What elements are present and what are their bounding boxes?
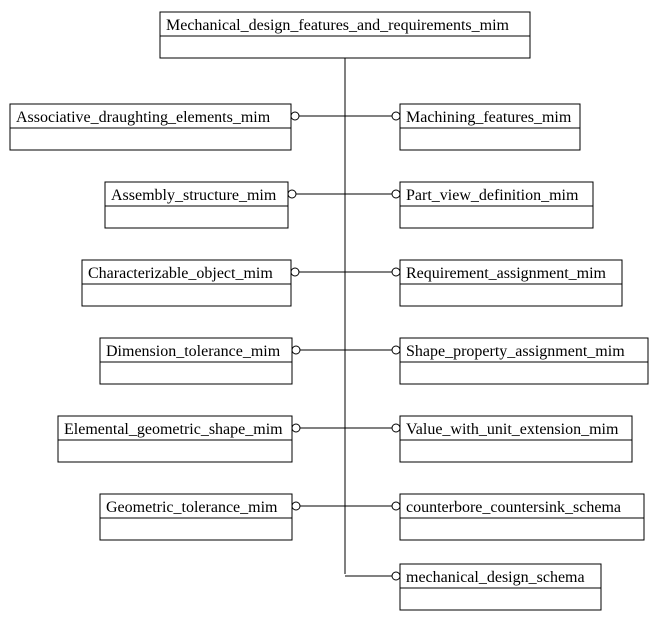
child-node-11-label: Geometric_tolerance_mim (106, 499, 278, 516)
child-node-12-label: counterbore_countersink_schema (406, 499, 621, 516)
child-node-4-label: Part_view_definition_mim (406, 187, 579, 204)
child-node-8-label: Shape_property_assignment_mim (406, 343, 625, 360)
connector-circle-9 (292, 424, 300, 432)
child-node-11: Geometric_tolerance_mim (100, 494, 292, 540)
schema-diagram: Mechanical_design_features_and_requireme… (0, 0, 667, 633)
child-node-9-label: Elemental_geometric_shape_mim (64, 421, 283, 438)
child-node-5: Characterizable_object_mim (82, 260, 291, 306)
child-node-1: Associative_draughting_elements_mim (10, 104, 291, 150)
connector-circle-2 (392, 112, 400, 120)
child-node-10-label: Value_with_unit_extension_mim (406, 421, 619, 438)
root-node: Mechanical_design_features_and_requireme… (160, 12, 530, 58)
connector-circle-5 (291, 268, 299, 276)
child-node-2: Machining_features_mim (400, 104, 580, 150)
child-node-3: Assembly_structure_mim (105, 182, 288, 228)
connector-circle-12 (392, 502, 400, 510)
connector-circle-8 (392, 346, 400, 354)
child-node-13: mechanical_design_schema (400, 564, 601, 610)
connector-circle-10 (392, 424, 400, 432)
child-node-6-label: Requirement_assignment_mim (406, 265, 607, 282)
connector-circle-6 (392, 268, 400, 276)
child-node-7-label: Dimension_tolerance_mim (106, 343, 281, 360)
connector-circle-1 (291, 112, 299, 120)
child-node-8: Shape_property_assignment_mim (400, 338, 648, 384)
child-node-12: counterbore_countersink_schema (400, 494, 644, 540)
root-node-label: Mechanical_design_features_and_requireme… (166, 17, 510, 34)
connector-circle-13 (392, 572, 400, 580)
connector-circle-7 (292, 346, 300, 354)
child-node-2-label: Machining_features_mim (406, 109, 572, 126)
child-node-6: Requirement_assignment_mim (400, 260, 622, 306)
child-node-1-label: Associative_draughting_elements_mim (16, 109, 271, 126)
child-node-13-label: mechanical_design_schema (406, 569, 585, 586)
connector-circle-3 (288, 190, 296, 198)
child-node-4: Part_view_definition_mim (400, 182, 593, 228)
connector-circle-11 (292, 502, 300, 510)
child-node-3-label: Assembly_structure_mim (111, 187, 277, 204)
child-node-9: Elemental_geometric_shape_mim (58, 416, 292, 462)
connector-circle-4 (392, 190, 400, 198)
child-node-5-label: Characterizable_object_mim (88, 265, 273, 282)
child-node-10: Value_with_unit_extension_mim (400, 416, 632, 462)
child-node-7: Dimension_tolerance_mim (100, 338, 292, 384)
